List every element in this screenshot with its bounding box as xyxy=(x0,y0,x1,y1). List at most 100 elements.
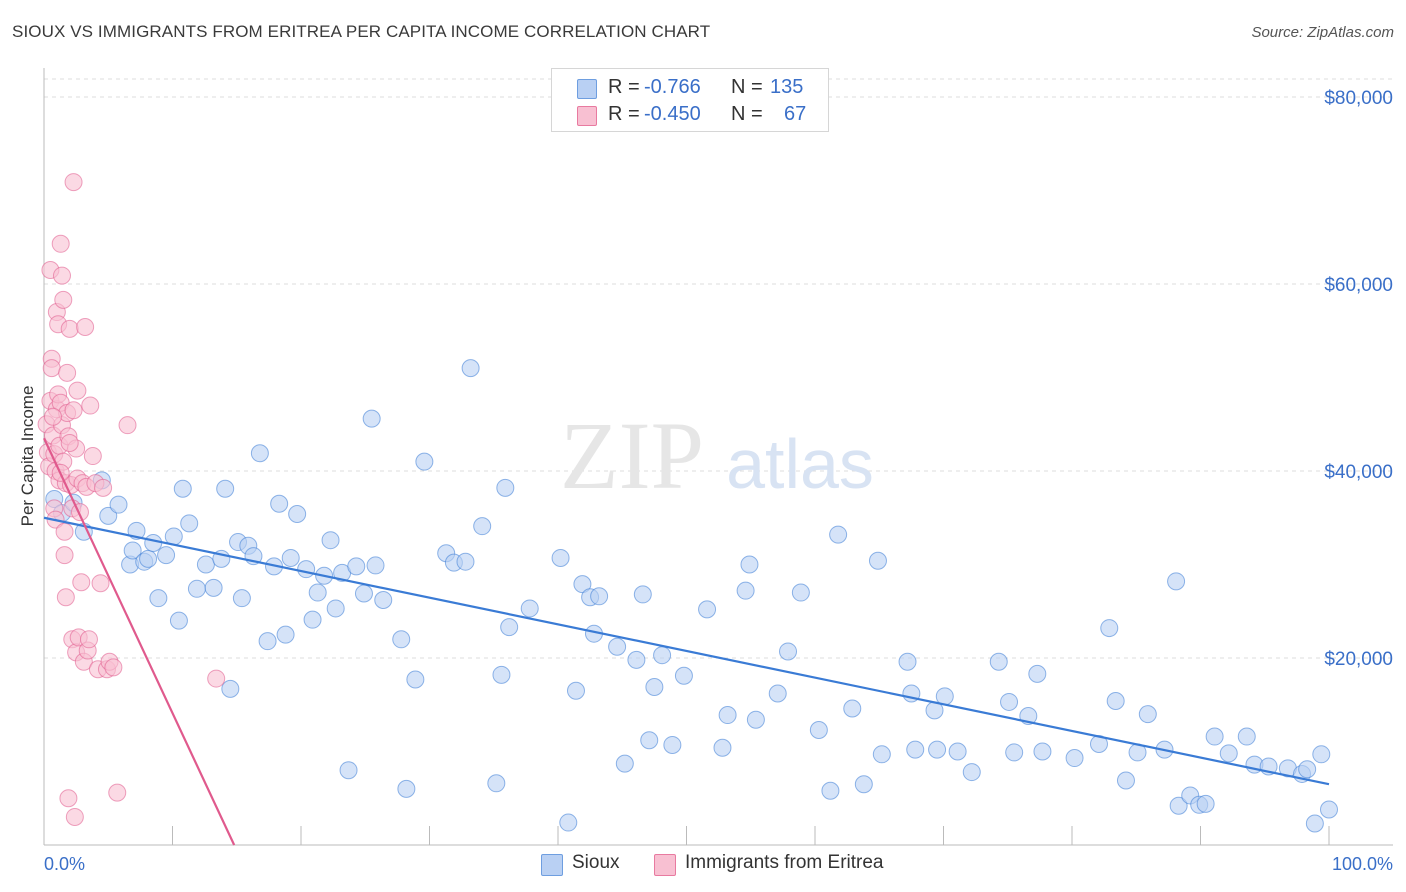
data-point xyxy=(392,630,411,649)
data-point xyxy=(94,478,113,497)
data-point xyxy=(56,588,75,607)
data-point xyxy=(354,584,373,603)
data-point xyxy=(551,548,570,567)
data-point xyxy=(108,783,127,802)
legend-r-label: R = xyxy=(608,76,640,98)
y-tick-label: $20,000 xyxy=(1324,649,1393,670)
legend-n-value: 67 xyxy=(784,103,807,125)
data-point xyxy=(736,581,755,600)
data-point xyxy=(55,546,74,565)
data-point xyxy=(898,652,917,671)
legend-n-label: N = xyxy=(731,76,763,98)
data-point xyxy=(645,677,664,696)
data-point xyxy=(1305,814,1324,833)
data-point xyxy=(456,552,475,571)
data-point xyxy=(123,541,142,560)
legend-n-value: 135 xyxy=(770,76,804,98)
legend-r-value: -0.450 xyxy=(644,103,701,125)
data-point xyxy=(1000,692,1019,711)
data-point xyxy=(1312,745,1331,764)
data-point xyxy=(989,652,1008,671)
data-point xyxy=(187,579,206,598)
tick-labels: $20,000 $40,000 $60,000 $80,000 0.0% 100.0% xyxy=(44,88,1393,874)
data-point xyxy=(1167,572,1186,591)
data-point xyxy=(64,173,83,192)
source-label: Source: ZipAtlas.com xyxy=(1251,24,1394,41)
x-tick-label-min: 0.0% xyxy=(44,854,85,874)
data-point xyxy=(872,745,891,764)
data-point xyxy=(461,359,480,378)
data-point xyxy=(640,731,659,750)
bottom-legend-swatch-sioux xyxy=(541,854,563,876)
watermark-zip: ZIP xyxy=(560,402,704,509)
data-point xyxy=(663,735,682,754)
data-point xyxy=(1138,705,1157,724)
bottom-legend-swatch-eritrea xyxy=(654,854,676,876)
data-point xyxy=(157,546,176,565)
data-point xyxy=(615,754,634,773)
data-point xyxy=(1100,619,1119,638)
y-tick-label: $40,000 xyxy=(1324,462,1393,483)
data-point xyxy=(43,407,62,426)
bottom-legend-label-sioux: Sioux xyxy=(572,852,620,873)
data-point xyxy=(149,589,168,608)
data-point xyxy=(52,266,71,285)
data-point xyxy=(109,495,128,514)
data-point xyxy=(829,525,848,544)
data-point xyxy=(173,479,192,498)
data-point xyxy=(590,587,609,606)
data-point xyxy=(397,779,416,798)
data-point xyxy=(70,503,89,522)
data-point xyxy=(276,625,295,644)
data-point xyxy=(1196,794,1215,813)
data-point xyxy=(54,290,73,309)
data-point xyxy=(58,363,77,382)
y-tick-label: $80,000 xyxy=(1324,88,1393,109)
data-point xyxy=(303,610,322,629)
data-point xyxy=(326,599,345,618)
data-point xyxy=(520,599,539,618)
data-point xyxy=(362,409,381,428)
bottom-legend-label-eritrea: Immigrants from Eritrea xyxy=(685,852,884,873)
data-point xyxy=(843,699,862,718)
data-point xyxy=(854,775,873,794)
data-point xyxy=(72,573,91,592)
data-point xyxy=(779,642,798,661)
data-point xyxy=(633,585,652,604)
data-point xyxy=(42,359,61,378)
data-point xyxy=(746,710,765,729)
data-point xyxy=(288,505,307,524)
data-point xyxy=(492,665,511,684)
data-point xyxy=(321,531,340,550)
data-point xyxy=(1106,692,1125,711)
legend-swatch-eritrea xyxy=(577,106,597,126)
legend-r-label: R = xyxy=(608,103,640,125)
data-point xyxy=(653,646,672,665)
data-point xyxy=(1169,796,1188,815)
data-point xyxy=(216,479,235,498)
data-point xyxy=(250,444,269,463)
y-tick-label: $60,000 xyxy=(1324,275,1393,296)
data-point xyxy=(1237,727,1256,746)
watermark: ZIP atlas xyxy=(560,402,874,509)
data-point xyxy=(718,706,737,725)
data-point xyxy=(1005,743,1024,762)
data-point xyxy=(144,533,163,552)
data-point xyxy=(559,813,578,832)
legend-n-label: N = xyxy=(731,103,763,125)
data-point xyxy=(1298,760,1317,779)
data-point xyxy=(104,658,123,677)
data-point xyxy=(473,517,492,536)
data-point xyxy=(366,556,385,575)
data-point xyxy=(415,452,434,471)
data-point xyxy=(406,670,425,689)
data-point xyxy=(118,416,137,435)
data-point xyxy=(51,234,70,253)
data-point xyxy=(347,557,366,576)
data-point xyxy=(1320,800,1338,819)
data-point xyxy=(809,720,828,739)
data-point xyxy=(1033,742,1052,761)
trend-lines xyxy=(43,437,1330,846)
data-point xyxy=(59,789,78,808)
